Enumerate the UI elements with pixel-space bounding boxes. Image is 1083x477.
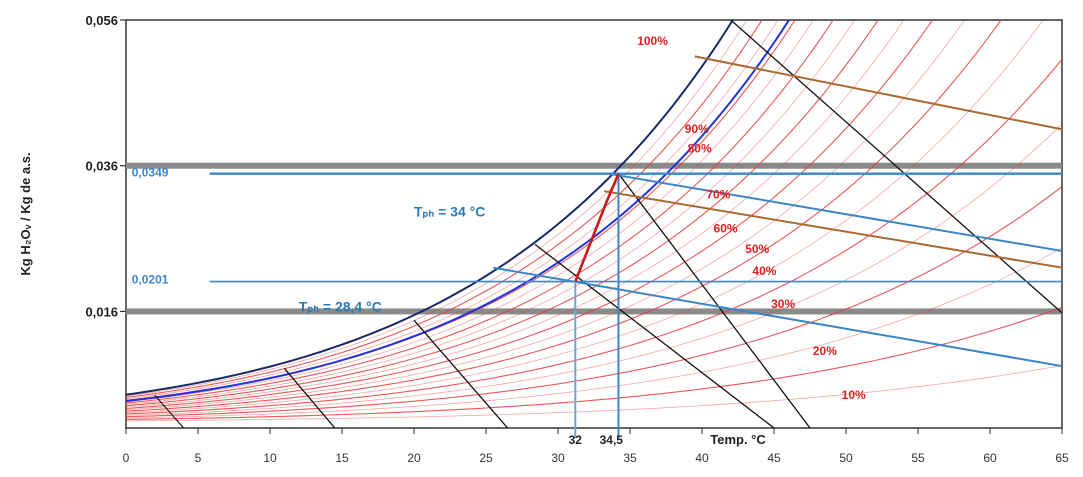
marks-layer bbox=[209, 172, 1062, 438]
enthalpy-blue-1 bbox=[608, 172, 1062, 252]
rh-curve-minor-45 bbox=[126, 20, 965, 411]
x-tick-label-35: 35 bbox=[623, 451, 637, 465]
rh-label-90: 90% bbox=[685, 122, 709, 136]
rh-label-20: 20% bbox=[813, 344, 837, 358]
wet-bulb-line-3 bbox=[534, 243, 775, 428]
gray-band-0,036 bbox=[126, 162, 1062, 169]
x-tick-label-45: 45 bbox=[767, 451, 781, 465]
gray-band-0,016 bbox=[126, 308, 1062, 315]
x-tick-label-50: 50 bbox=[839, 451, 853, 465]
annotation-4: 32 bbox=[569, 433, 583, 447]
rh-curve-50 bbox=[126, 20, 934, 410]
annotation-0: 0,0349 bbox=[132, 166, 169, 180]
text-layer: 0 5 10 15 20 25 30 35 40 45 50 55 60 65 0,016 0,036 0,05… bbox=[18, 13, 1069, 465]
rh-curve-60 bbox=[126, 20, 879, 407]
blue-curve bbox=[126, 20, 791, 403]
x-tick-label-60: 60 bbox=[983, 451, 997, 465]
x-axis-title: Temp. °C bbox=[710, 432, 766, 447]
wet-bulb-line-0 bbox=[154, 394, 185, 428]
process-line bbox=[574, 173, 620, 283]
x-tick-label-10: 10 bbox=[263, 451, 277, 465]
rh-curve-10 bbox=[126, 306, 1062, 420]
rh-curve-70 bbox=[126, 20, 834, 404]
wet-bulb-line-5 bbox=[730, 20, 1062, 314]
rh-curve-30 bbox=[126, 58, 1062, 415]
rh-curve-minor-5 bbox=[126, 365, 1062, 422]
wet-bulb-line-1 bbox=[283, 367, 336, 428]
rh-curve-minor-85 bbox=[126, 20, 779, 400]
rh-label-30: 30% bbox=[771, 297, 795, 311]
rh-curve-minor-75 bbox=[126, 20, 814, 403]
rh-label-40: 40% bbox=[752, 264, 776, 278]
rh-label-60: 60% bbox=[714, 222, 738, 236]
x-tick-label-0: 0 bbox=[123, 451, 130, 465]
y-axis-title: Kg H₂Oᵥ / Kg de a.s. bbox=[18, 152, 33, 275]
enthalpy-brown-1 bbox=[694, 55, 1062, 131]
annotation-5: 34,5 bbox=[600, 433, 624, 447]
rh-label-80: 80% bbox=[688, 142, 712, 156]
rh-curve-minor-35 bbox=[126, 20, 1044, 414]
wet-bulb-line-4 bbox=[617, 173, 811, 428]
enthalpy-blue-2 bbox=[493, 266, 1062, 368]
rh-curve-90 bbox=[126, 20, 763, 399]
x-tick-label-40: 40 bbox=[695, 451, 709, 465]
y-tick-label-0,036: 0,036 bbox=[85, 159, 118, 174]
rh-label-10: 10% bbox=[842, 388, 866, 402]
rh-curve-40 bbox=[126, 20, 1002, 412]
x-tick-label-5: 5 bbox=[195, 451, 202, 465]
enthalpy-brown-2 bbox=[603, 190, 1062, 269]
wet-bulb-line-2 bbox=[413, 319, 509, 428]
rh-label-70: 70% bbox=[706, 188, 730, 202]
rh-label-50: 50% bbox=[745, 242, 769, 256]
rh-curve-minor-65 bbox=[126, 20, 856, 405]
rh-label-100: 100% bbox=[637, 34, 668, 48]
x-tick-label-55: 55 bbox=[911, 451, 925, 465]
x-tick-label-30: 30 bbox=[551, 451, 565, 465]
annotation-1: 0,0201 bbox=[132, 273, 169, 287]
curves-layer bbox=[126, 20, 1062, 428]
x-tick-label-25: 25 bbox=[479, 451, 493, 465]
rh-curve-minor-55 bbox=[126, 20, 905, 408]
y-tick-label-0,056: 0,056 bbox=[85, 13, 118, 28]
x-tick-label-20: 20 bbox=[407, 451, 421, 465]
rh-curve-minor-15 bbox=[126, 247, 1062, 419]
y-tick-label-0,016: 0,016 bbox=[85, 304, 118, 319]
saturation-curve bbox=[126, 20, 734, 396]
rh-curve-20 bbox=[126, 185, 1062, 418]
rh-curve-minor-95 bbox=[126, 20, 748, 397]
annotation-2: Tₚₕ = 34 °C bbox=[414, 204, 485, 220]
x-tick-label-65: 65 bbox=[1055, 451, 1069, 465]
annotation-3: Tₚₕ = 28,4 °C bbox=[299, 298, 382, 314]
x-tick-label-15: 15 bbox=[335, 451, 349, 465]
